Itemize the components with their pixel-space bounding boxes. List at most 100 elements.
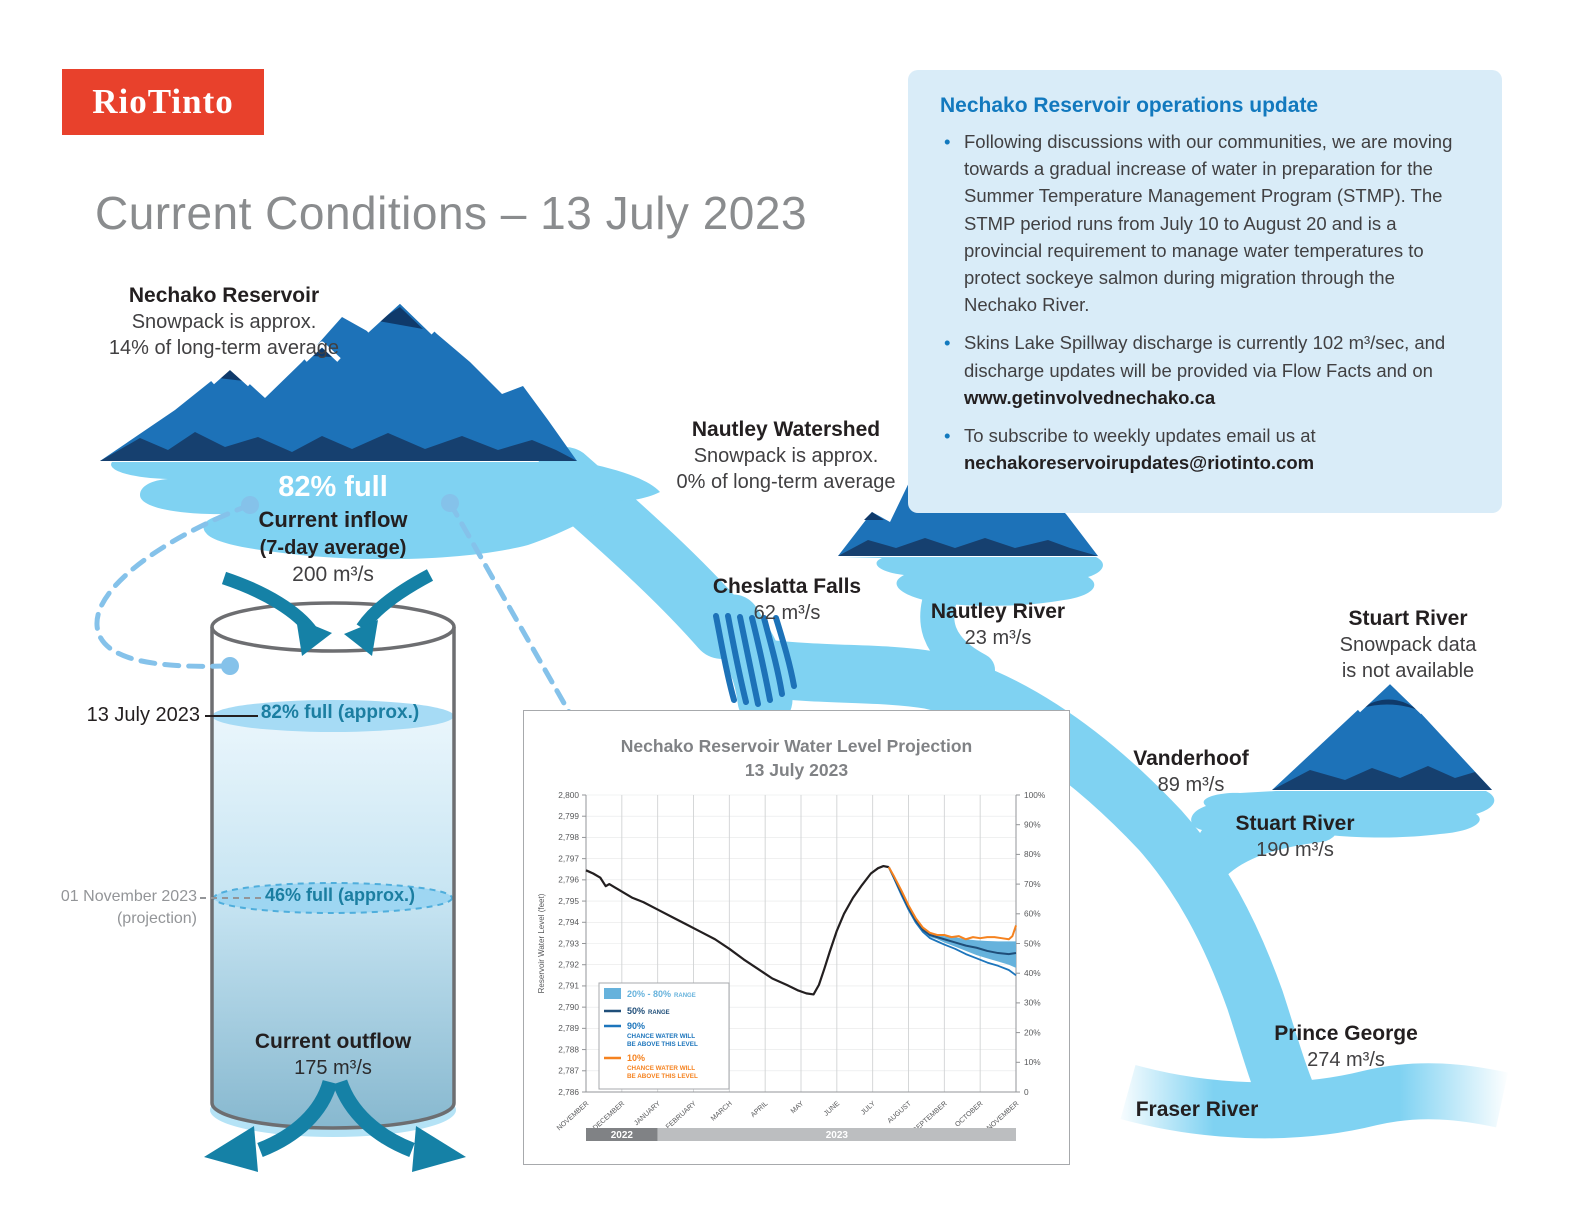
connector-reservoir-to-tank [94,502,253,669]
year-bar-label: 2022 [611,1130,634,1141]
tank-projection-level-label: 46% full (approx.) [264,885,416,905]
y2-tick-label: 70% [1024,879,1041,889]
stuart-river-flow-label: Stuart River 190 m³/s [1235,812,1355,862]
riotinto-logo-text: RioTinto [92,82,234,121]
y-tick-label: 2,788 [558,1044,579,1054]
page-title: Current Conditions – 13 July 2023 [95,187,808,239]
x-tick-label: JANUARY [633,1100,662,1127]
stuart-snowpack-label: Stuart River Snowpack data is not availa… [1339,607,1477,683]
nechako-reservoir-water [111,462,661,560]
y-tick-label: 2,795 [558,896,579,906]
legend-label: 90% [627,1021,645,1031]
x-tick-label: JUNE [823,1100,842,1118]
nechako-mountain-icon [100,295,577,461]
year-bar-2023 [657,1128,1016,1141]
prince-george-label: Prince George 274 m³/s [1274,1022,1418,1072]
update-bullet-0: Following discussions with our communiti… [940,128,1470,318]
tank-mouth [210,601,456,653]
legend-sublabel: CHANCE WATER WILL [627,1065,695,1072]
fraser-river-stream [1120,1063,1508,1139]
y-tick-label: 2,792 [558,960,579,970]
dashed-connectors [94,500,588,743]
y2-tick-label: 90% [1024,820,1041,830]
update-bullet-1: Skins Lake Spillway discharge is current… [940,329,1470,411]
legend-label: 50% RANGE [627,1006,670,1016]
update-bullet-list: Following discussions with our communiti… [940,128,1470,476]
series-line-p50 [887,866,1017,956]
legend-label: 20% - 80% RANGE [627,989,696,999]
y-tick-label: 2,799 [558,811,579,821]
x-tick-label: OCTOBER [954,1100,984,1128]
x-tick-label: JULY [860,1100,877,1117]
x-tick-label: NOVEMBER [556,1100,590,1132]
year-bar-2022 [586,1128,658,1141]
nautley-watershed-label: Nautley Watershed Snowpack is approx. 0%… [676,418,896,494]
y2-tick-label: 10% [1024,1057,1041,1067]
connector-reservoir-to-chart [447,500,588,743]
nautley-lake-water [842,557,1103,606]
y-tick-label: 2,790 [558,1002,579,1012]
update-bullet-2: To subscribe to weekly updates email us … [940,422,1470,476]
series-line-observed [585,864,890,996]
legend-sublabel: CHANCE WATER WILL [627,1033,695,1040]
y2-tick-label: 30% [1024,998,1041,1008]
riotinto-logo: RioTinto [62,69,264,135]
inflow-arrowheads [296,618,378,656]
y2-tick-label: 60% [1024,909,1041,919]
tank-now-level-label: 82% full (approx.) [260,702,420,723]
y-tick-label: 2,797 [558,853,579,863]
y-tick-label: 2,787 [558,1066,579,1076]
chart-plot: 2,786 2,787 2,788 2,789 2,790 2,791 2,792 2,793… [537,790,1046,1141]
legend-sublabel: BE ABOVE THIS LEVEL [627,1041,698,1048]
y-tick-label: 2,794 [558,917,579,927]
tank-level-now-ellipse [212,700,454,732]
vanderhoof-label: Vanderhoof 89 m³/s [1133,747,1249,797]
nechako-river-main [731,639,1317,1127]
legend-label: 10% [627,1053,645,1063]
y2-tick-label: 0 [1024,1087,1029,1097]
fraser-river-label: Fraser River [1135,1098,1259,1121]
y-tick-label: 2,789 [558,1023,579,1033]
nautley-river-label: Nautley River 23 m³/s [930,600,1066,650]
y-tick-label: 2,793 [558,938,579,948]
legend-swatch-band [604,988,621,999]
outflow-arrows-icon [257,1079,415,1157]
chart-title: Nechako Reservoir Water Level Projection… [620,736,973,780]
legend-sublabel: BE ABOVE THIS LEVEL [627,1073,698,1080]
river-network [534,447,1508,1139]
x-tick-label: MARCH [710,1100,734,1122]
nechako-reservoir-label: Nechako Reservoir Snowpack is approx. 14… [108,284,340,360]
water-level-projection-chart: Nechako Reservoir Water Level Projection… [523,710,1070,1165]
series-band-20-80 [888,867,1016,968]
cheslatta-falls-label: Cheslatta Falls 62 m³/s [712,575,862,625]
y-axis-title: Reservoir Water Level (feet) [537,893,546,993]
y2-tick-label: 50% [1024,938,1041,948]
chart-legend-box [598,982,730,1090]
x-tick-label: NOVEMBER [986,1100,1020,1132]
series-line-p10 [887,866,1017,941]
year-bar-label: 2023 [826,1130,849,1141]
tank-now-date-label: 13 July 2023 [86,704,200,726]
y2-tick-label: 40% [1024,968,1041,978]
y-tick-label: 2,800 [558,790,579,800]
stuart-lake-water [1191,791,1495,845]
y2-tick-label: 100% [1024,790,1046,800]
y-tick-label: 2,796 [558,875,579,885]
operations-update-box: Nechako Reservoir operations update Foll… [908,70,1502,514]
update-box-title: Nechako Reservoir operations update [940,94,1319,117]
x-tick-label: FEBRUARY [665,1100,698,1131]
y-tick-label: 2,798 [558,832,579,842]
x-tick-label: MAY [790,1100,806,1115]
y-tick-label: 2,791 [558,981,579,991]
x-tick-label: AUGUST [886,1100,913,1125]
current-inflow-label: Current inflow (7-day average) 200 m³/s [258,507,408,586]
outflow-arrowheads [204,1126,466,1172]
y-tick-label: 2,786 [558,1087,579,1097]
stuart-mountain-icon [1272,677,1492,790]
y2-tick-label: 20% [1024,1027,1041,1037]
cheslatta-falls-icon [713,613,797,707]
x-tick-label: DECEMBER [592,1100,626,1132]
tank-projection-date-label: 01 November 2023 (projection) [60,888,197,927]
